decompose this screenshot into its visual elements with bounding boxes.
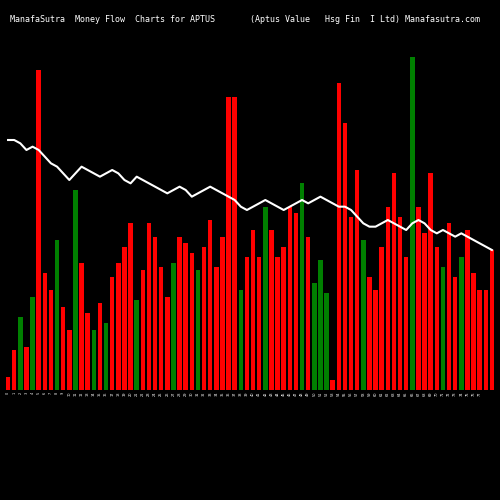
Bar xyxy=(490,250,494,390)
Bar xyxy=(208,220,212,390)
Bar xyxy=(361,240,366,390)
Bar xyxy=(276,256,280,390)
Bar xyxy=(6,376,10,390)
Bar xyxy=(398,216,402,390)
Bar xyxy=(140,270,145,390)
Bar xyxy=(459,256,464,390)
Bar xyxy=(404,256,408,390)
Bar xyxy=(122,246,126,390)
Bar xyxy=(282,246,286,390)
Bar xyxy=(178,236,182,390)
Bar xyxy=(380,246,384,390)
Text: (Aptus Value   Hsg Fin  I Ltd) Manafasutra.com: (Aptus Value Hsg Fin I Ltd) Manafasutra.… xyxy=(250,15,480,24)
Bar xyxy=(440,266,445,390)
Bar xyxy=(478,290,482,390)
Bar xyxy=(257,256,262,390)
Bar xyxy=(92,330,96,390)
Bar xyxy=(214,266,218,390)
Bar xyxy=(153,236,158,390)
Bar xyxy=(330,380,335,390)
Bar xyxy=(12,350,16,390)
Bar xyxy=(30,296,35,390)
Bar xyxy=(422,234,427,390)
Bar xyxy=(263,206,268,390)
Bar xyxy=(318,260,322,390)
Bar xyxy=(312,284,316,390)
Bar xyxy=(244,256,249,390)
Bar xyxy=(86,314,90,390)
Bar xyxy=(134,300,139,390)
Bar xyxy=(349,216,354,390)
Bar xyxy=(55,240,60,390)
Bar xyxy=(110,276,114,390)
Bar xyxy=(128,224,133,390)
Bar xyxy=(465,230,469,390)
Bar xyxy=(386,206,390,390)
Bar xyxy=(453,276,458,390)
Bar xyxy=(165,296,170,390)
Bar xyxy=(190,254,194,390)
Bar xyxy=(428,174,433,390)
Bar xyxy=(226,96,231,390)
Bar xyxy=(159,266,164,390)
Bar xyxy=(42,274,47,390)
Bar xyxy=(36,70,41,390)
Bar xyxy=(484,290,488,390)
Bar xyxy=(104,324,108,390)
Bar xyxy=(472,274,476,390)
Bar xyxy=(171,264,175,390)
Bar xyxy=(336,84,341,390)
Bar xyxy=(434,246,439,390)
Bar xyxy=(232,96,237,390)
Bar xyxy=(342,124,347,390)
Bar xyxy=(196,270,200,390)
Bar xyxy=(61,306,66,390)
Bar xyxy=(220,236,224,390)
Bar xyxy=(67,330,71,390)
Bar xyxy=(367,276,372,390)
Bar xyxy=(324,294,329,390)
Text: ManafaSutra  Money Flow  Charts for APTUS: ManafaSutra Money Flow Charts for APTUS xyxy=(10,15,215,24)
Bar xyxy=(269,230,274,390)
Bar xyxy=(288,206,292,390)
Bar xyxy=(24,346,28,390)
Bar xyxy=(202,246,206,390)
Bar xyxy=(251,230,256,390)
Bar xyxy=(410,56,414,390)
Bar xyxy=(374,290,378,390)
Bar xyxy=(146,224,151,390)
Bar xyxy=(238,290,243,390)
Bar xyxy=(73,190,78,390)
Bar xyxy=(447,224,452,390)
Bar xyxy=(300,184,304,390)
Bar xyxy=(294,214,298,390)
Bar xyxy=(98,304,102,390)
Bar xyxy=(116,264,120,390)
Bar xyxy=(18,316,22,390)
Bar xyxy=(355,170,360,390)
Bar xyxy=(392,174,396,390)
Bar xyxy=(306,236,310,390)
Bar xyxy=(80,264,84,390)
Bar xyxy=(416,206,420,390)
Bar xyxy=(48,290,53,390)
Bar xyxy=(184,244,188,390)
